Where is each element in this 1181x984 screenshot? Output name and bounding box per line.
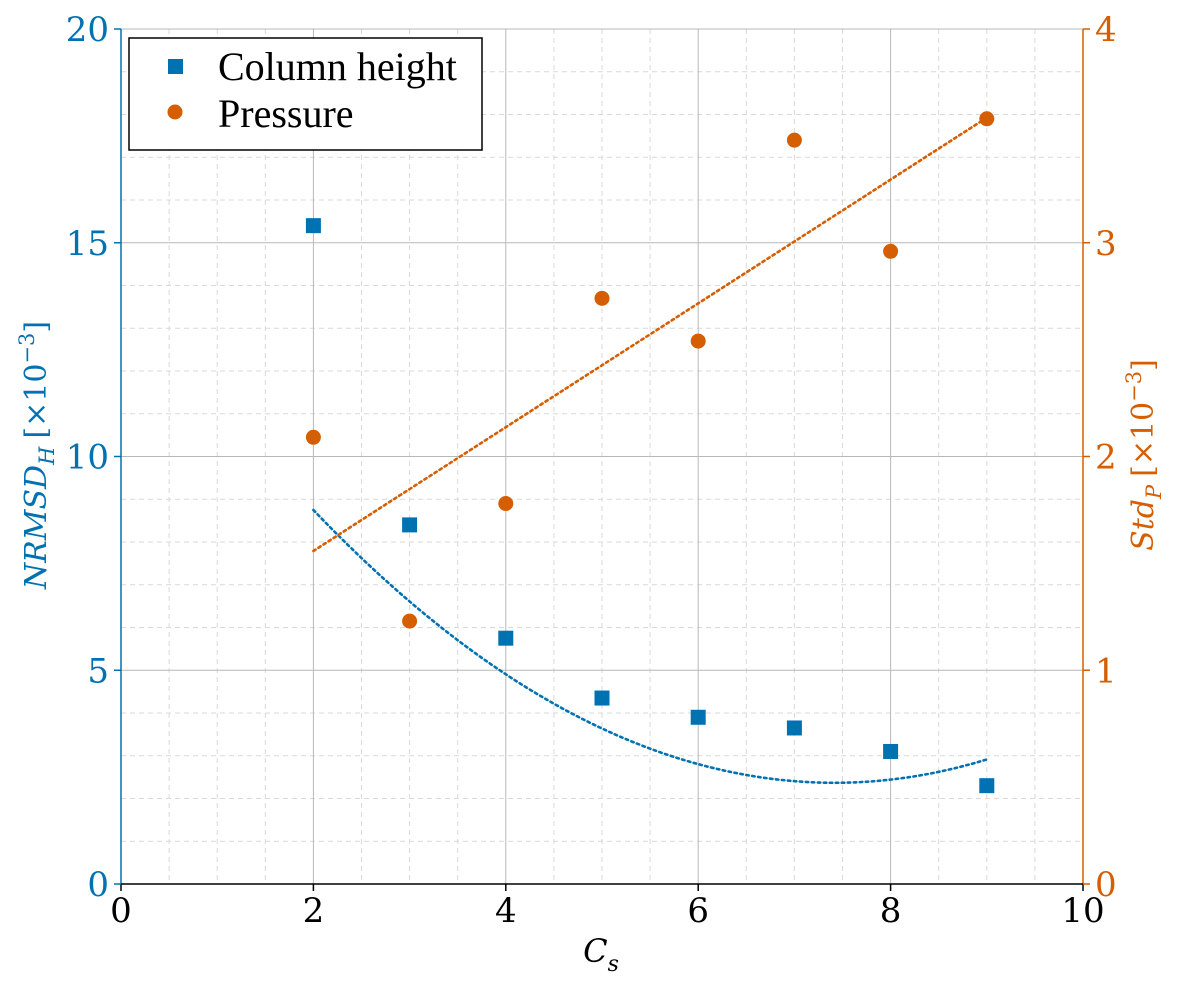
x-tick-label: 4 (495, 891, 517, 931)
fit-line-column-height (312, 508, 989, 785)
data-point-column-height (883, 743, 899, 759)
y-left-label-close: ] (19, 321, 54, 333)
y-right-tick-label: 3 (1095, 224, 1117, 264)
legend-entry-pressure: Pressure (218, 91, 354, 136)
y-left-label-sub: H (35, 446, 59, 466)
y-right-label-close: ] (1126, 359, 1161, 371)
data-markers (305, 111, 995, 794)
fit-lines (312, 116, 989, 785)
data-point-column-height (786, 720, 802, 736)
y-right-label-main: Std (1126, 499, 1161, 551)
data-point-column-height (690, 709, 706, 725)
x-tick-label: 2 (303, 891, 325, 931)
data-point-pressure (786, 132, 802, 148)
y-right-label-sub: P (1142, 484, 1166, 500)
data-point-pressure (305, 429, 321, 445)
data-point-column-height (594, 690, 610, 706)
x-tick-label: 10 (1061, 891, 1104, 931)
data-point-column-height (498, 630, 514, 646)
data-point-pressure (690, 333, 706, 349)
y-left-label-unit: [×10 (19, 364, 54, 439)
x-axis-label: Cs (583, 932, 619, 977)
y-left-tick-label: 5 (87, 651, 109, 691)
fit-line-pressure (312, 116, 989, 553)
legend-entry-column-height: Column height (218, 44, 457, 89)
y-right-tick-label: 0 (1095, 865, 1117, 905)
legend-frame (128, 37, 483, 151)
x-tick-label: 0 (110, 891, 132, 931)
x-tick-label: 6 (687, 891, 709, 931)
data-point-column-height (305, 218, 321, 234)
y-right-axis-label: StdP [×10−3] (1122, 359, 1166, 551)
y-left-tick-label: 20 (66, 10, 109, 50)
data-point-pressure (498, 496, 514, 512)
y-right-label-exp: −3 (1122, 371, 1146, 402)
data-point-pressure (979, 111, 995, 127)
data-point-column-height (402, 517, 418, 533)
data-point-pressure (402, 613, 418, 629)
legend-square-icon (168, 59, 183, 74)
y-left-tick-label: 10 (66, 438, 109, 478)
legend-circle-icon (167, 104, 183, 120)
y-left-tick-label: 0 (87, 865, 109, 905)
y-left-axis-label: NRMSDH [×10−3] (15, 321, 59, 590)
y-right-tick-label: 1 (1095, 651, 1117, 691)
data-point-pressure (594, 290, 610, 306)
x-axis-label-sub: s (608, 952, 619, 977)
x-axis-label-main: C (583, 932, 607, 970)
legend: Column height Pressure (128, 37, 483, 151)
data-point-pressure (883, 243, 899, 259)
y-right-tick-label: 2 (1095, 438, 1117, 478)
y-right-tick-label: 4 (1095, 10, 1117, 50)
y-left-tick-label: 15 (66, 224, 109, 264)
grid (120, 28, 1084, 885)
y-left-label-exp: −3 (15, 333, 39, 364)
y-right-label-unit: [×10 (1126, 402, 1161, 477)
y-left-label-main: NRMSD (19, 465, 54, 590)
x-tick-label: 8 (880, 891, 902, 931)
data-point-column-height (979, 778, 995, 794)
